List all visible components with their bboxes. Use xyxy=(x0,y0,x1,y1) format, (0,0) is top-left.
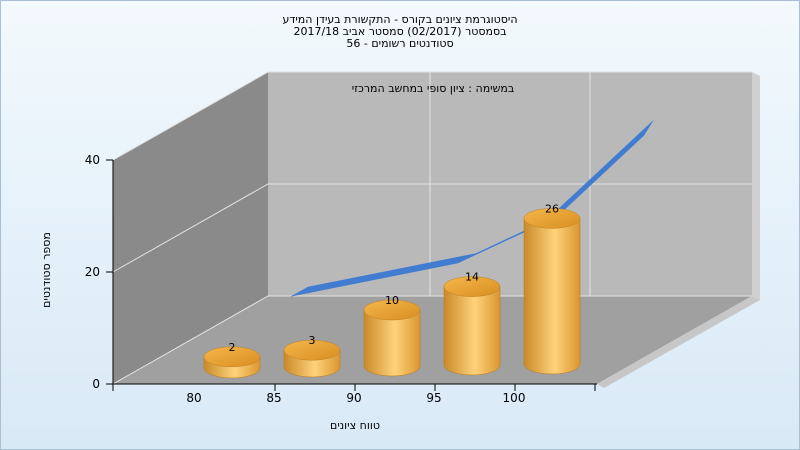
bar-cap xyxy=(363,299,421,321)
bar-body xyxy=(443,286,501,376)
x-tick-label: 90 xyxy=(346,391,361,405)
bar-cap xyxy=(443,276,501,297)
bar-cap xyxy=(203,346,261,368)
bar-body xyxy=(523,218,581,375)
chart-title-line-1: היסטוגרמת ציונים בקורס - התקשורת בעידן ה… xyxy=(282,13,518,26)
chart-title-line-3: סטודנטים רשומים - 56 xyxy=(346,37,454,50)
x-tick-label: 100 xyxy=(503,391,526,405)
x-tick-label: 95 xyxy=(426,391,441,405)
floor xyxy=(113,296,752,384)
floor-edge xyxy=(597,296,760,388)
bar-value-label: 10 xyxy=(385,294,399,307)
y-gridline xyxy=(112,295,752,385)
x-tick-label: 80 xyxy=(186,391,201,405)
chart-title-line-2: בסמסטר (02/2017) סמסטר אביב 2017/18 xyxy=(293,25,507,38)
back-wall-edge xyxy=(752,72,760,300)
bar-value-label: 3 xyxy=(309,334,316,347)
x-tick-label: 85 xyxy=(266,391,281,405)
bar-100: 26 xyxy=(523,202,581,375)
bar-85: 3 xyxy=(283,334,341,378)
bar-body xyxy=(363,309,421,377)
chart-subtitle: במשימה : ציון סופי במחשב המרכזי xyxy=(352,82,515,95)
bar-90: 10 xyxy=(363,294,421,377)
bar-80: 2 xyxy=(203,341,261,379)
y-tick-label: 0 xyxy=(92,377,100,391)
x-axis-label: טווח ציונים xyxy=(330,419,380,432)
bar-value-label: 26 xyxy=(545,202,559,215)
bar-cap xyxy=(523,208,581,229)
y-tick-label: 40 xyxy=(85,153,100,167)
bar-value-label: 14 xyxy=(465,271,479,284)
y-gridline xyxy=(112,71,752,161)
bar-value-label: 2 xyxy=(229,341,236,354)
bar-95: 14 xyxy=(443,271,501,376)
y-tick-label: 20 xyxy=(85,265,100,279)
bar-cap xyxy=(283,339,341,361)
y-axis-label: מספר סטודנטים xyxy=(40,232,53,308)
